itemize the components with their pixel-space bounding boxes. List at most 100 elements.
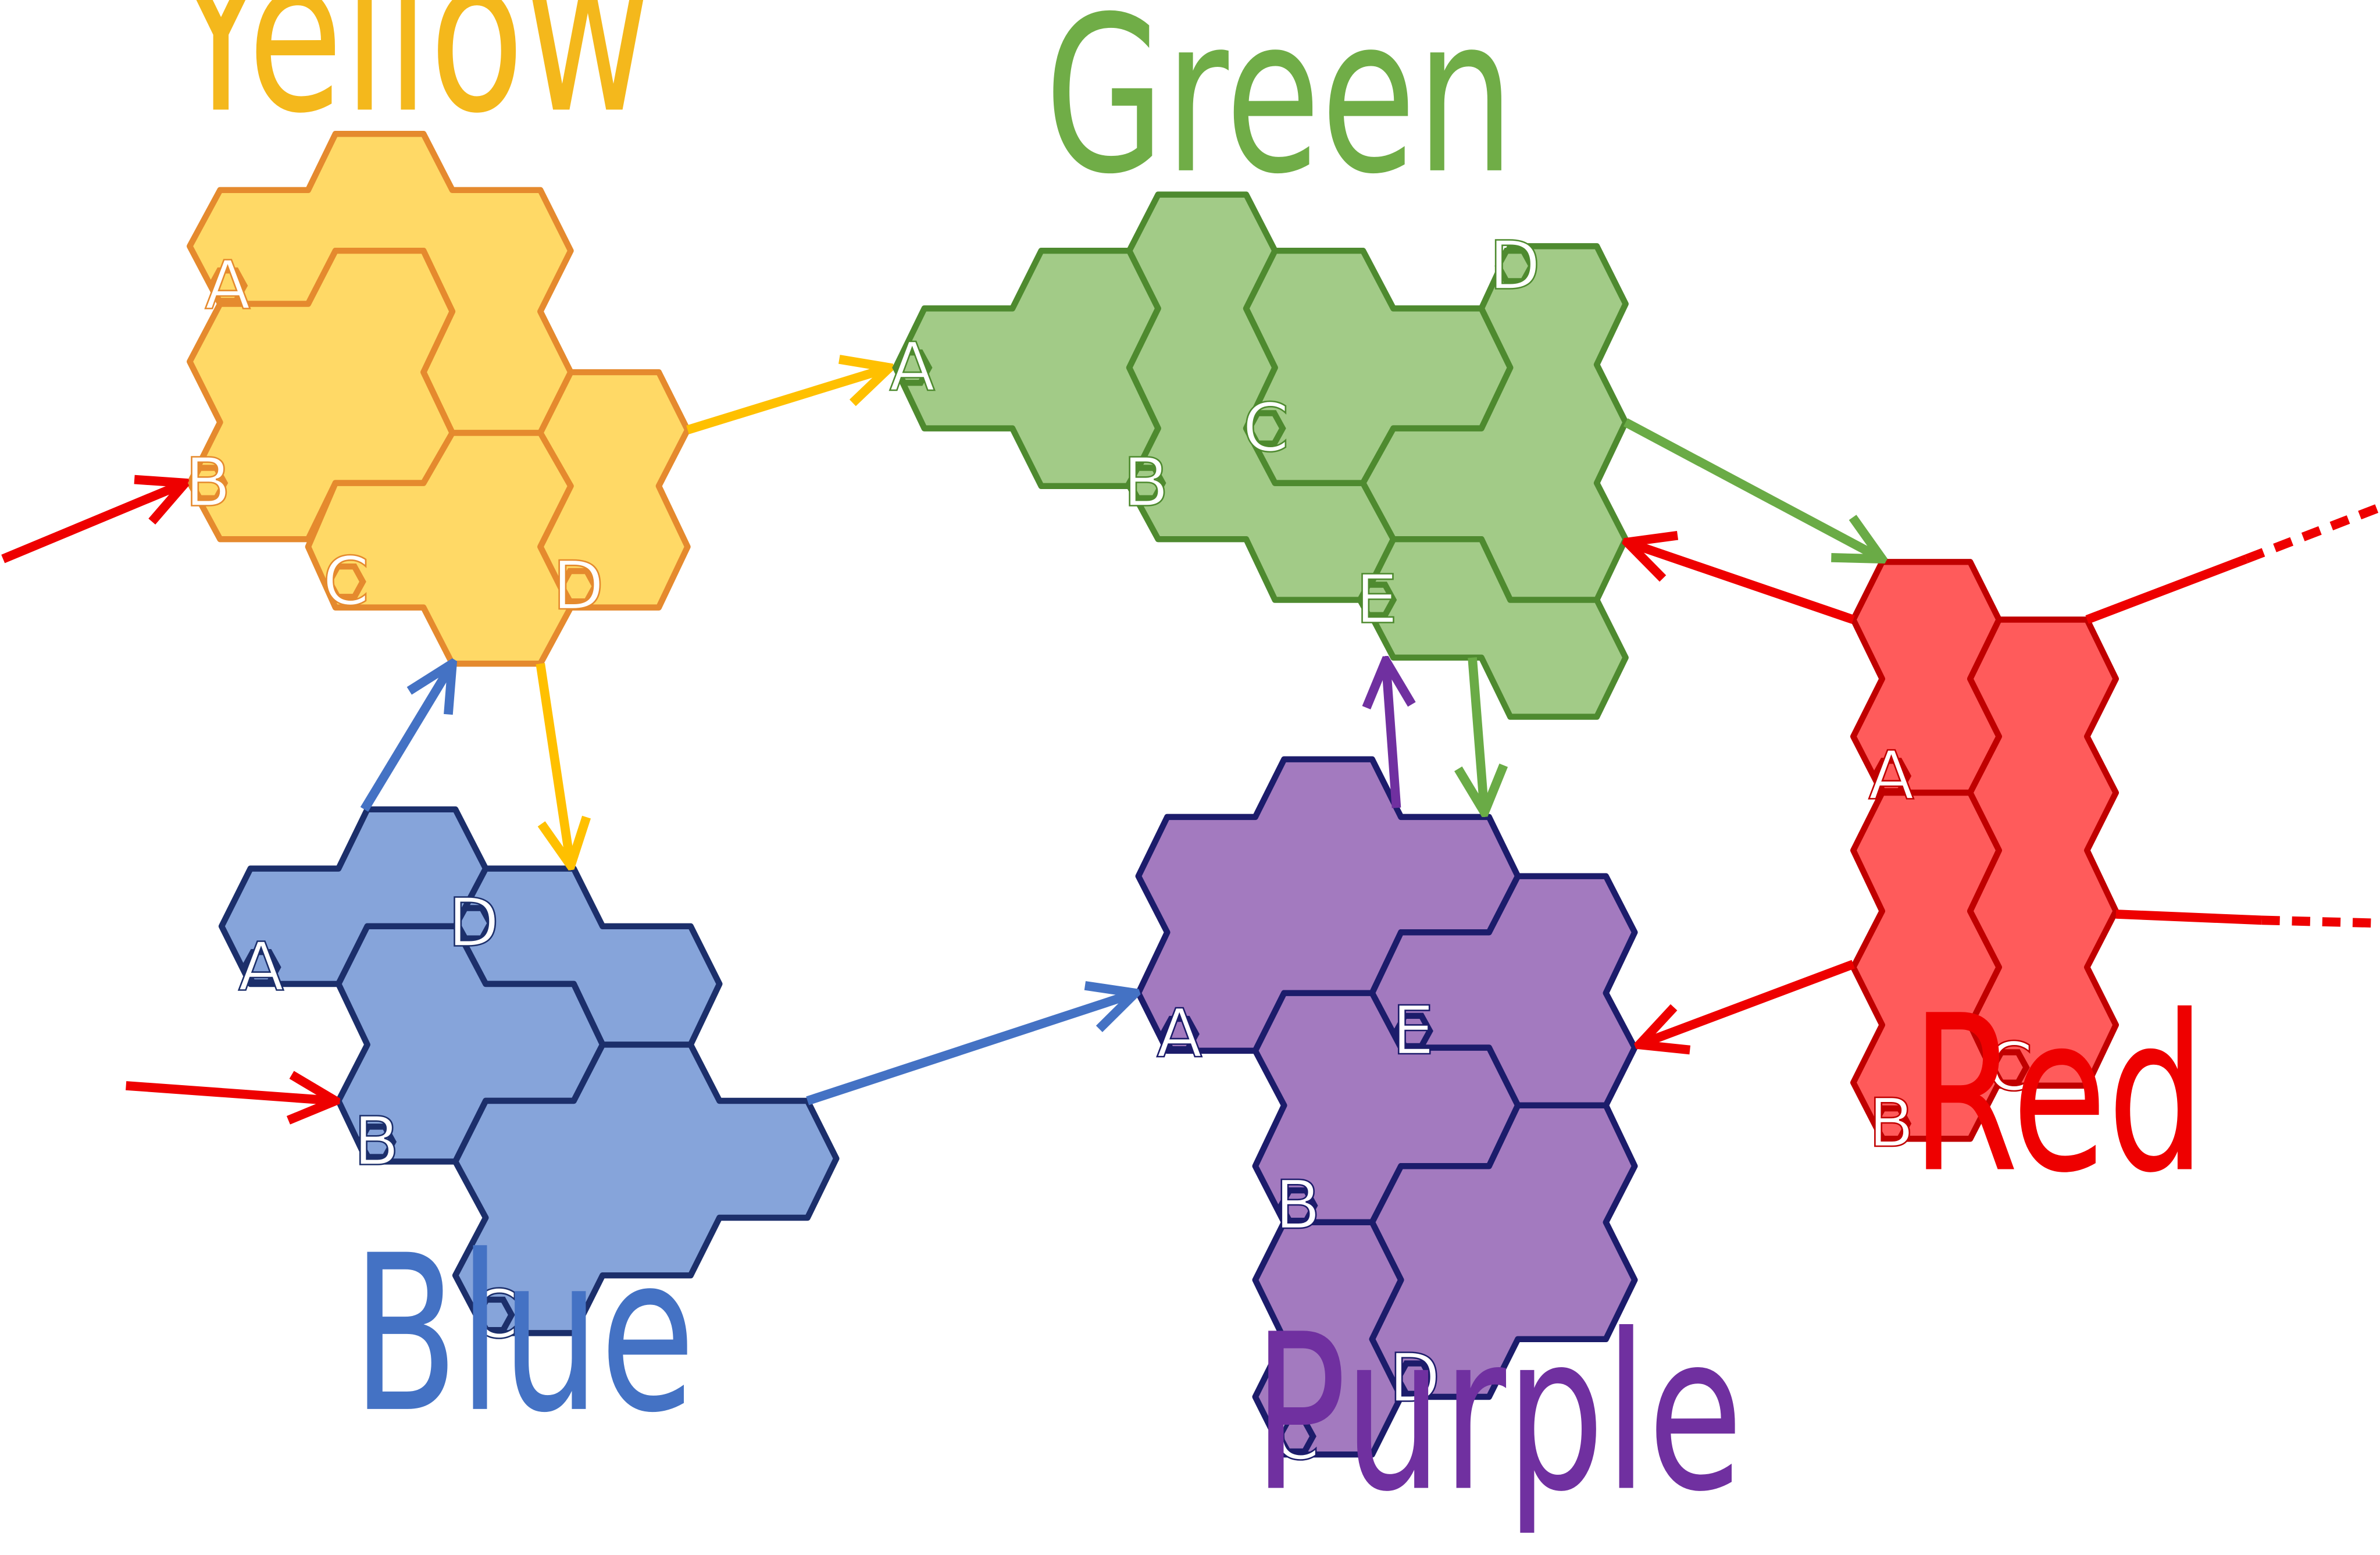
green-piece-bottom xyxy=(1360,536,1629,720)
yellow-entrance-d: D xyxy=(552,547,605,626)
badges-green: A B C D E xyxy=(889,226,1542,640)
green-entrance-c: C xyxy=(1242,388,1290,468)
arrow-green-to-red xyxy=(1623,418,1882,559)
blue-entrance-d: D xyxy=(447,883,500,963)
yellow-entrance-b: B xyxy=(184,443,231,523)
region-green xyxy=(892,191,1629,720)
red-exit-bottom-line xyxy=(2115,910,2262,925)
yellow-badge-d-label: D xyxy=(552,547,604,625)
yellow-badge-c-label: C xyxy=(323,543,369,620)
red-exit-bottom-dashed xyxy=(2261,915,2380,928)
blue-badge-b-label: B xyxy=(354,1103,399,1180)
purple-entrance-e: E xyxy=(1391,992,1435,1071)
red-badge-c-label: C xyxy=(1986,1029,2033,1107)
purple-badge-d-label: D xyxy=(1389,1340,1440,1418)
region-red xyxy=(1850,559,2119,1142)
badges-yellow: A B C D xyxy=(184,246,605,626)
badge-hex xyxy=(241,948,281,986)
region-title-purple: Purple xyxy=(1253,1288,1743,1539)
green-entrance-d: D xyxy=(1489,226,1542,306)
badge-hex xyxy=(1393,1012,1433,1050)
green-badge-b-label: B xyxy=(1123,444,1169,522)
badge-hex xyxy=(207,267,248,304)
badge-hex xyxy=(1871,758,1912,794)
badge-hex xyxy=(1159,1015,1200,1053)
arrow-blue-to-yellow xyxy=(360,664,452,812)
arrow-red-to-purple xyxy=(1639,960,1855,1044)
arrow-purple-to-green xyxy=(1386,661,1396,808)
region-title-green: Green xyxy=(1044,0,1514,222)
arrow-yellow-to-green xyxy=(686,368,889,434)
region-title-blue: Blue xyxy=(352,1210,695,1461)
arrow-outside-to-yellow xyxy=(1,483,185,563)
purple-entrance-a: A xyxy=(1156,994,1203,1074)
red-badge-a-label: A xyxy=(1868,737,1914,815)
red-entrance-c: C xyxy=(1986,1028,2034,1107)
arrow-blue-to-purple xyxy=(806,993,1136,1105)
green-badge-c-label: C xyxy=(1243,390,1289,468)
purple-badge-a-label: A xyxy=(1157,995,1203,1073)
badge-hex xyxy=(474,1296,515,1333)
blue-entrance-c: C xyxy=(471,1275,519,1355)
green-entrance-a: A xyxy=(889,328,936,408)
connectors xyxy=(1,368,2380,1105)
blue-badge-a-label: A xyxy=(238,928,284,1006)
badge-hex xyxy=(326,563,366,600)
badge-hex xyxy=(356,1124,397,1160)
badge-hex xyxy=(187,465,229,501)
badge-hex xyxy=(1276,1418,1316,1455)
purple-badge-e-label: E xyxy=(1392,992,1435,1070)
badge-hex xyxy=(1494,247,1535,284)
badge-hex xyxy=(1126,465,1166,501)
purple-badge-b-label: B xyxy=(1275,1167,1321,1244)
arrow-yellow-to-blue xyxy=(536,663,570,865)
red-entrance-b: B xyxy=(1868,1084,1915,1164)
purple-piece-lower-right xyxy=(1369,1102,1638,1400)
region-purple xyxy=(1135,756,1638,1458)
region-title-yellow: Yellow xyxy=(171,0,651,161)
badges-blue: A B C D xyxy=(237,883,519,1355)
blue-entrance-a: A xyxy=(237,928,284,1007)
arrow-red-to-green xyxy=(1627,542,1855,624)
red-exit-top-dashed xyxy=(2245,503,2380,563)
yellow-entrance-c: C xyxy=(322,542,370,622)
green-entrance-b: B xyxy=(1122,443,1169,523)
badge-hex xyxy=(453,905,494,941)
arrow-outside-to-blue xyxy=(126,1086,336,1101)
purple-piece-bottom xyxy=(1252,1219,1404,1458)
purple-badge-c-label: C xyxy=(1273,1397,1319,1475)
badge-hex xyxy=(1871,1105,1912,1142)
badge-hex xyxy=(1246,410,1286,447)
blue-entrance-b: B xyxy=(353,1102,400,1182)
blue-badge-c-label: C xyxy=(472,1276,518,1354)
purple-entrance-d: D xyxy=(1388,1339,1441,1418)
region-blue xyxy=(218,806,840,1336)
badge-hex xyxy=(558,568,599,605)
green-entrance-e: E xyxy=(1355,560,1398,640)
green-badge-a-label: A xyxy=(890,329,936,406)
badges-purple: A B C D E xyxy=(1156,992,1441,1476)
yellow-piece-bottom xyxy=(305,430,574,667)
purple-entrance-c: C xyxy=(1272,1397,1321,1476)
yellow-badge-a-label: A xyxy=(205,247,251,324)
red-entrance-a: A xyxy=(1868,736,1915,816)
purple-entrance-b: B xyxy=(1274,1166,1321,1246)
yellow-entrance-a: A xyxy=(204,246,251,326)
badge-hex xyxy=(1394,1360,1435,1397)
region-yellow xyxy=(187,130,691,667)
badge-hex xyxy=(892,349,933,386)
region-title-red: Red xyxy=(1911,969,2206,1221)
green-badge-e-label: E xyxy=(1355,561,1398,639)
blue-badge-d-label: D xyxy=(448,885,499,962)
red-badge-b-label: B xyxy=(1868,1085,1914,1162)
blue-piece-bottom xyxy=(452,1042,840,1336)
green-badge-d-label: D xyxy=(1489,227,1540,305)
red-exit-top-line xyxy=(2085,554,2249,624)
red-piece-right xyxy=(1967,616,2119,1089)
badge-hex xyxy=(1356,582,1397,618)
yellow-badge-b-label: B xyxy=(185,444,231,522)
badges-red: A B C xyxy=(1868,736,2034,1164)
badge-hex xyxy=(1989,1049,2030,1086)
arrow-green-to-purple xyxy=(1472,657,1485,812)
